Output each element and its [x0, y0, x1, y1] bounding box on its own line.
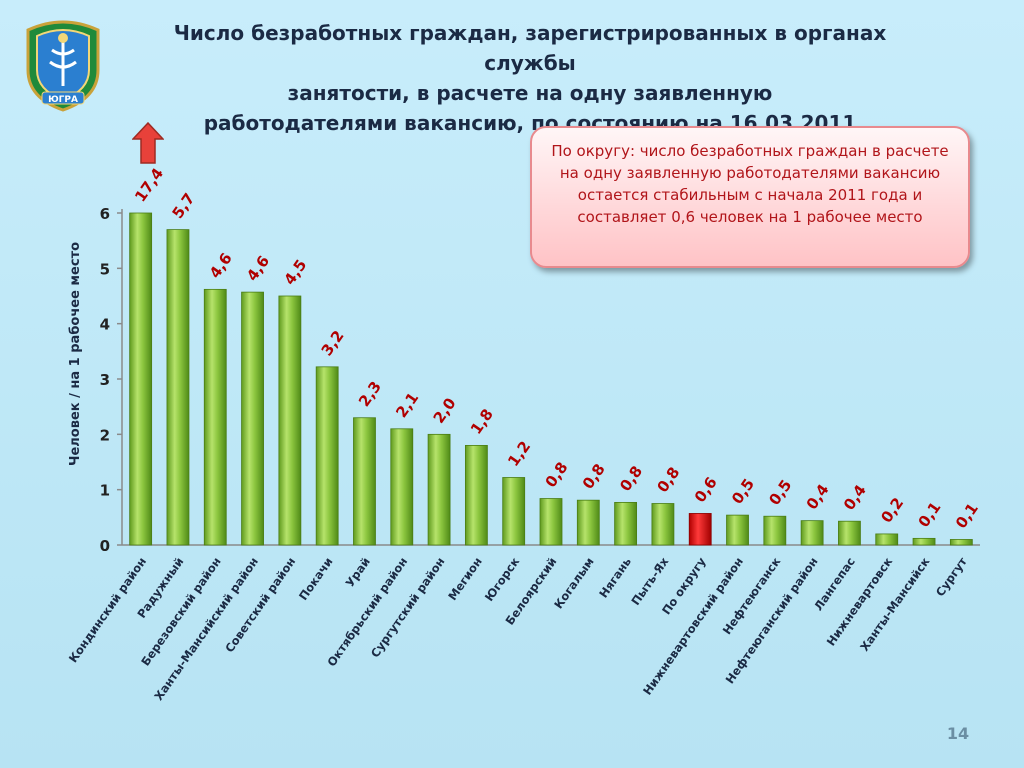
bar-value-label: 0,5 [728, 475, 758, 507]
bar-value-label: 5,7 [168, 190, 198, 222]
y-tick-label: 6 [100, 205, 110, 223]
bar-value-label: 0,8 [616, 463, 646, 495]
bar [912, 537, 936, 546]
x-tick-label: Нижневартовск [824, 555, 896, 649]
bar [129, 212, 153, 546]
bar [390, 428, 414, 546]
bar-highlight [688, 513, 712, 546]
y-tick-label: 1 [100, 482, 110, 500]
bar-value-label: 2,3 [355, 378, 385, 410]
bar-value-label: 0,1 [952, 500, 982, 532]
bar-value-label: 17,4 [131, 165, 167, 206]
bar [502, 477, 526, 546]
x-tick-label: Ханты-Мансийск [857, 555, 932, 654]
arrow-up-icon [132, 122, 164, 164]
bar [800, 520, 824, 546]
y-tick-label: 4 [100, 316, 110, 334]
y-tick-label: 0 [100, 537, 110, 555]
bar-value-label: 4,5 [280, 256, 310, 288]
x-tick-label: Сургут [933, 554, 970, 599]
bar [651, 503, 675, 546]
bar-value-label: 0,2 [877, 494, 907, 526]
y-tick-label: 5 [100, 260, 110, 278]
summary-callout: По округу: число безработных граждан в р… [530, 126, 970, 268]
bar-value-label: 0,8 [579, 460, 609, 492]
x-tick-label: Сургутский район [368, 555, 448, 660]
bar [614, 501, 638, 546]
bar-value-label: 3,2 [318, 327, 348, 359]
bar-value-label: 4,6 [243, 252, 273, 284]
y-axis-label: Человек / на 1 рабочее место [68, 242, 83, 466]
y-tick-label: 2 [100, 426, 110, 444]
bar-value-label: 0,5 [765, 476, 795, 508]
bar [464, 444, 488, 546]
bar-value-label: 2,0 [430, 395, 460, 427]
bar-value-label: 0,4 [840, 481, 870, 513]
x-tick-label: Мегион [445, 555, 485, 603]
x-tick-label: Нягань [596, 555, 634, 601]
x-tick-label: Урай [343, 555, 373, 590]
bar-value-label: 0,4 [803, 481, 833, 513]
x-tick-label: Советский район [222, 555, 298, 655]
bar-value-label: 0,6 [691, 474, 721, 506]
bar [315, 366, 339, 546]
bar-value-label: 4,6 [206, 250, 236, 282]
y-tick-label: 3 [100, 371, 110, 389]
bar-value-label: 1,8 [467, 406, 497, 438]
bar [726, 514, 749, 546]
bar [241, 291, 264, 546]
bar-value-label: 0,8 [653, 464, 683, 496]
x-tick-label: Покачи [296, 555, 336, 603]
bar [949, 539, 973, 546]
bar-value-label: 0,8 [542, 459, 572, 491]
bar [875, 533, 899, 546]
svg-text:ЮГРА: ЮГРА [48, 95, 78, 105]
x-tick-label: Югорск [482, 555, 522, 604]
page-number: 14 [946, 724, 970, 743]
bar [763, 515, 787, 546]
bar [278, 295, 302, 546]
bar [166, 229, 190, 546]
bar-value-label: 0,1 [915, 499, 945, 531]
bar [427, 433, 451, 546]
bar [576, 499, 600, 546]
bar [203, 288, 227, 546]
page-title: Число безработных граждан, зарегистриров… [173, 21, 887, 135]
bar-value-label: 2,1 [392, 389, 422, 421]
bar [838, 520, 861, 546]
coat-of-arms-icon: ЮГРА [26, 20, 100, 112]
bar [539, 498, 563, 546]
bar [353, 417, 376, 546]
bar-value-label: 1,2 [504, 438, 534, 470]
